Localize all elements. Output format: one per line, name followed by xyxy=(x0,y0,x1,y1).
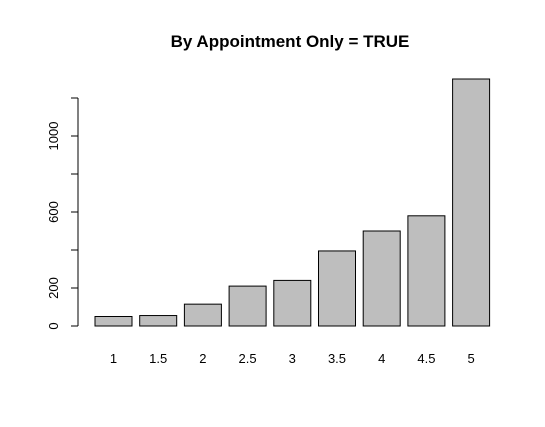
x-tick-label: 1.5 xyxy=(149,351,167,366)
x-tick-label: 2 xyxy=(199,351,206,366)
y-axis: 0 200 600 1000 xyxy=(46,97,79,330)
bar xyxy=(139,315,178,327)
bar xyxy=(362,230,401,327)
y-tick-label: 200 xyxy=(46,277,61,299)
x-tick-label: 1 xyxy=(110,351,117,366)
bars xyxy=(94,78,491,327)
y-tick-label: 1000 xyxy=(46,122,61,151)
x-tick-label: 4 xyxy=(378,351,385,366)
bar xyxy=(407,215,446,327)
bar xyxy=(94,316,133,327)
x-tick-label: 5 xyxy=(467,351,474,366)
bar xyxy=(452,78,491,327)
y-tick-label: 600 xyxy=(46,201,61,223)
bar xyxy=(318,250,356,327)
bar xyxy=(183,303,222,327)
x-tick-labels: 1 1.5 2 2.5 3 3.5 4 4.5 5 xyxy=(110,351,475,366)
x-tick-label: 2.5 xyxy=(239,351,257,366)
x-tick-label: 3.5 xyxy=(328,351,346,366)
y-tick-label: 0 xyxy=(46,322,61,329)
x-tick-label: 3 xyxy=(289,351,296,366)
bar xyxy=(273,279,312,327)
bar xyxy=(228,285,267,327)
x-tick-label: 4.5 xyxy=(417,351,435,366)
chart-title: By Appointment Only = TRUE xyxy=(171,32,410,51)
